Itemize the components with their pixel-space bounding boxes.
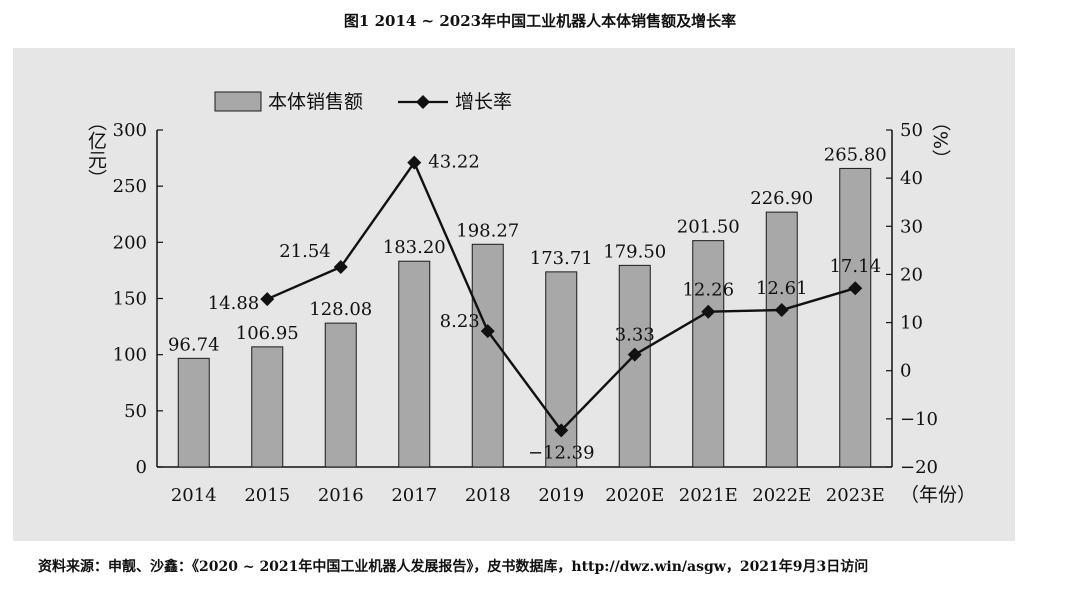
- bar: [471, 243, 504, 468]
- bar: [692, 240, 725, 468]
- x-tick-label: 2022E: [752, 485, 811, 506]
- growth-marker: [627, 347, 642, 362]
- right-tick-label: 20: [900, 264, 923, 285]
- bar-value-label: 265.80: [824, 144, 887, 165]
- growth-marker: [554, 423, 569, 438]
- bar: [618, 264, 651, 468]
- x-axis-unit: （年份）: [900, 484, 976, 506]
- bar: [765, 211, 798, 468]
- left-axis-unit: （亿元）: [85, 112, 107, 188]
- left-tick-label: 100: [113, 345, 147, 366]
- x-tick-label: 2021E: [679, 485, 738, 506]
- bar-value-label: 183.20: [383, 237, 446, 258]
- x-tick-label: 2015: [244, 485, 290, 506]
- left-tick-label: 250: [113, 176, 147, 197]
- left-tick-label: 150: [113, 289, 147, 310]
- bar: [398, 260, 431, 468]
- growth-marker: [701, 304, 716, 319]
- growth-marker: [260, 292, 275, 307]
- right-tick-label: 30: [900, 216, 923, 237]
- legend-line-marker: [416, 95, 430, 109]
- bar: [324, 322, 357, 468]
- growth-value-label: 21.54: [279, 241, 331, 262]
- growth-marker: [848, 281, 863, 296]
- growth-value-label: 8.23: [440, 311, 480, 332]
- growth-marker: [774, 303, 789, 318]
- growth-value-label: 3.33: [615, 325, 655, 346]
- right-tick-label: 50: [900, 120, 923, 141]
- chart-title: 图1 2014 ~ 2023年中国工业机器人本体销售额及增长率: [343, 12, 737, 30]
- growth-value-label: 17.14: [829, 256, 881, 277]
- left-tick-label: 0: [136, 457, 147, 478]
- growth-value-label: 12.26: [682, 280, 734, 301]
- bar-value-label: 128.08: [309, 299, 372, 320]
- bar: [177, 357, 210, 468]
- growth-line: [260, 155, 863, 438]
- left-tick-label: 300: [113, 120, 147, 141]
- x-tick-label: 2023E: [826, 485, 885, 506]
- bar-value-label: 96.74: [168, 334, 220, 355]
- x-tick-label: 2020E: [605, 485, 664, 506]
- right-tick-label: −20: [900, 457, 938, 478]
- growth-value-label: 14.88: [208, 293, 260, 314]
- legend-bar-swatch: [214, 91, 262, 112]
- growth-marker: [333, 260, 348, 275]
- bar-value-label: 106.95: [236, 323, 299, 344]
- right-tick-label: 0: [900, 361, 911, 382]
- left-tick-label: 50: [124, 401, 147, 422]
- bar-value-label: 179.50: [603, 241, 666, 262]
- source-note: 资料来源：申靓、沙鑫：《2020 ~ 2021年中国工业机器人发展报告》，皮书数…: [38, 559, 869, 575]
- bar-value-label: 226.90: [750, 188, 813, 209]
- bar: [251, 346, 284, 468]
- bar-value-label: 173.71: [530, 248, 593, 269]
- x-tick-label: 2014: [171, 485, 217, 506]
- bars: [177, 167, 872, 468]
- x-tick-label: 2017: [391, 485, 437, 506]
- right-axis-unit: （%）: [929, 112, 951, 168]
- growth-marker: [407, 155, 422, 170]
- left-tick-label: 200: [113, 232, 147, 253]
- legend-bar-label: 本体销售额: [268, 91, 363, 113]
- legend: 本体销售额 增长率: [214, 91, 512, 113]
- growth-marker: [480, 324, 495, 339]
- axes: 0 50 100 150 200 250 300 −20 −10 0 10 20 30 40 50 2014 2…: [113, 120, 938, 506]
- bar-value-label: 198.27: [456, 220, 519, 241]
- x-tick-label: 2019: [538, 485, 584, 506]
- right-tick-label: 10: [900, 313, 923, 334]
- right-tick-label: −10: [900, 409, 938, 430]
- bar: [839, 167, 872, 468]
- x-tick-label: 2018: [465, 485, 511, 506]
- data-labels: 96.74 106.95 128.08 183.20 198.27 173.71 179.5…: [168, 144, 887, 463]
- right-tick-label: 40: [900, 168, 923, 189]
- x-tick-label: 2016: [318, 485, 364, 506]
- growth-value-label: −12.39: [528, 442, 595, 463]
- legend-line-label: 增长率: [455, 91, 512, 113]
- growth-value-label: 12.61: [756, 278, 808, 299]
- growth-value-label: 43.22: [428, 152, 480, 173]
- bar: [545, 271, 578, 468]
- bar-value-label: 201.50: [677, 217, 740, 238]
